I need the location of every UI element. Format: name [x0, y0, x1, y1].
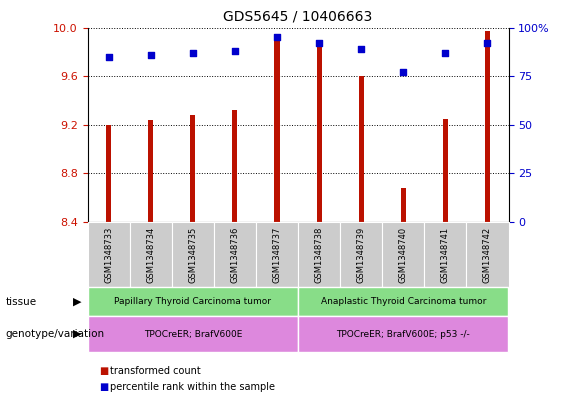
Text: ■: ■	[99, 366, 108, 376]
Bar	[485, 31, 490, 222]
Point	[399, 69, 408, 75]
Text: Papillary Thyroid Carcinoma tumor: Papillary Thyroid Carcinoma tumor	[114, 297, 271, 306]
Text: TPOCreER; BrafV600E; p53 -/-: TPOCreER; BrafV600E; p53 -/-	[336, 330, 470, 338]
Text: GSM1348740: GSM1348740	[399, 226, 408, 283]
Text: Anaplastic Thyroid Carcinoma tumor: Anaplastic Thyroid Carcinoma tumor	[320, 297, 486, 306]
Bar	[401, 188, 406, 222]
Text: tissue: tissue	[6, 297, 37, 307]
Text: GSM1348736: GSM1348736	[231, 226, 240, 283]
Point	[315, 40, 324, 46]
Bar	[232, 110, 237, 222]
Point	[146, 51, 155, 58]
Text: GSM1348737: GSM1348737	[272, 226, 281, 283]
Text: GSM1348741: GSM1348741	[441, 226, 450, 283]
Point	[483, 40, 492, 46]
Text: GSM1348738: GSM1348738	[315, 226, 324, 283]
Point	[104, 53, 113, 60]
Bar	[359, 76, 364, 222]
Text: GSM1348739: GSM1348739	[357, 226, 366, 283]
Text: GSM1348735: GSM1348735	[188, 226, 197, 283]
Point	[231, 48, 240, 54]
Bar	[275, 33, 280, 222]
Text: ■: ■	[99, 382, 108, 392]
Bar	[106, 125, 111, 222]
Text: GSM1348733: GSM1348733	[104, 226, 113, 283]
Point	[441, 50, 450, 56]
Text: TPOCreER; BrafV600E: TPOCreER; BrafV600E	[144, 330, 242, 338]
Text: ▶: ▶	[73, 297, 82, 307]
Point	[188, 50, 197, 56]
Text: transformed count: transformed count	[110, 366, 201, 376]
Bar	[316, 40, 321, 222]
Text: GSM1348742: GSM1348742	[483, 226, 492, 283]
Bar	[148, 120, 153, 222]
Text: ▶: ▶	[73, 329, 82, 339]
Title: GDS5645 / 10406663: GDS5645 / 10406663	[223, 9, 373, 24]
Point	[272, 34, 281, 40]
Text: percentile rank within the sample: percentile rank within the sample	[110, 382, 275, 392]
Text: genotype/variation: genotype/variation	[6, 329, 105, 339]
Text: GSM1348734: GSM1348734	[146, 226, 155, 283]
Point	[357, 46, 366, 52]
Bar	[190, 115, 195, 222]
Bar	[443, 119, 448, 222]
